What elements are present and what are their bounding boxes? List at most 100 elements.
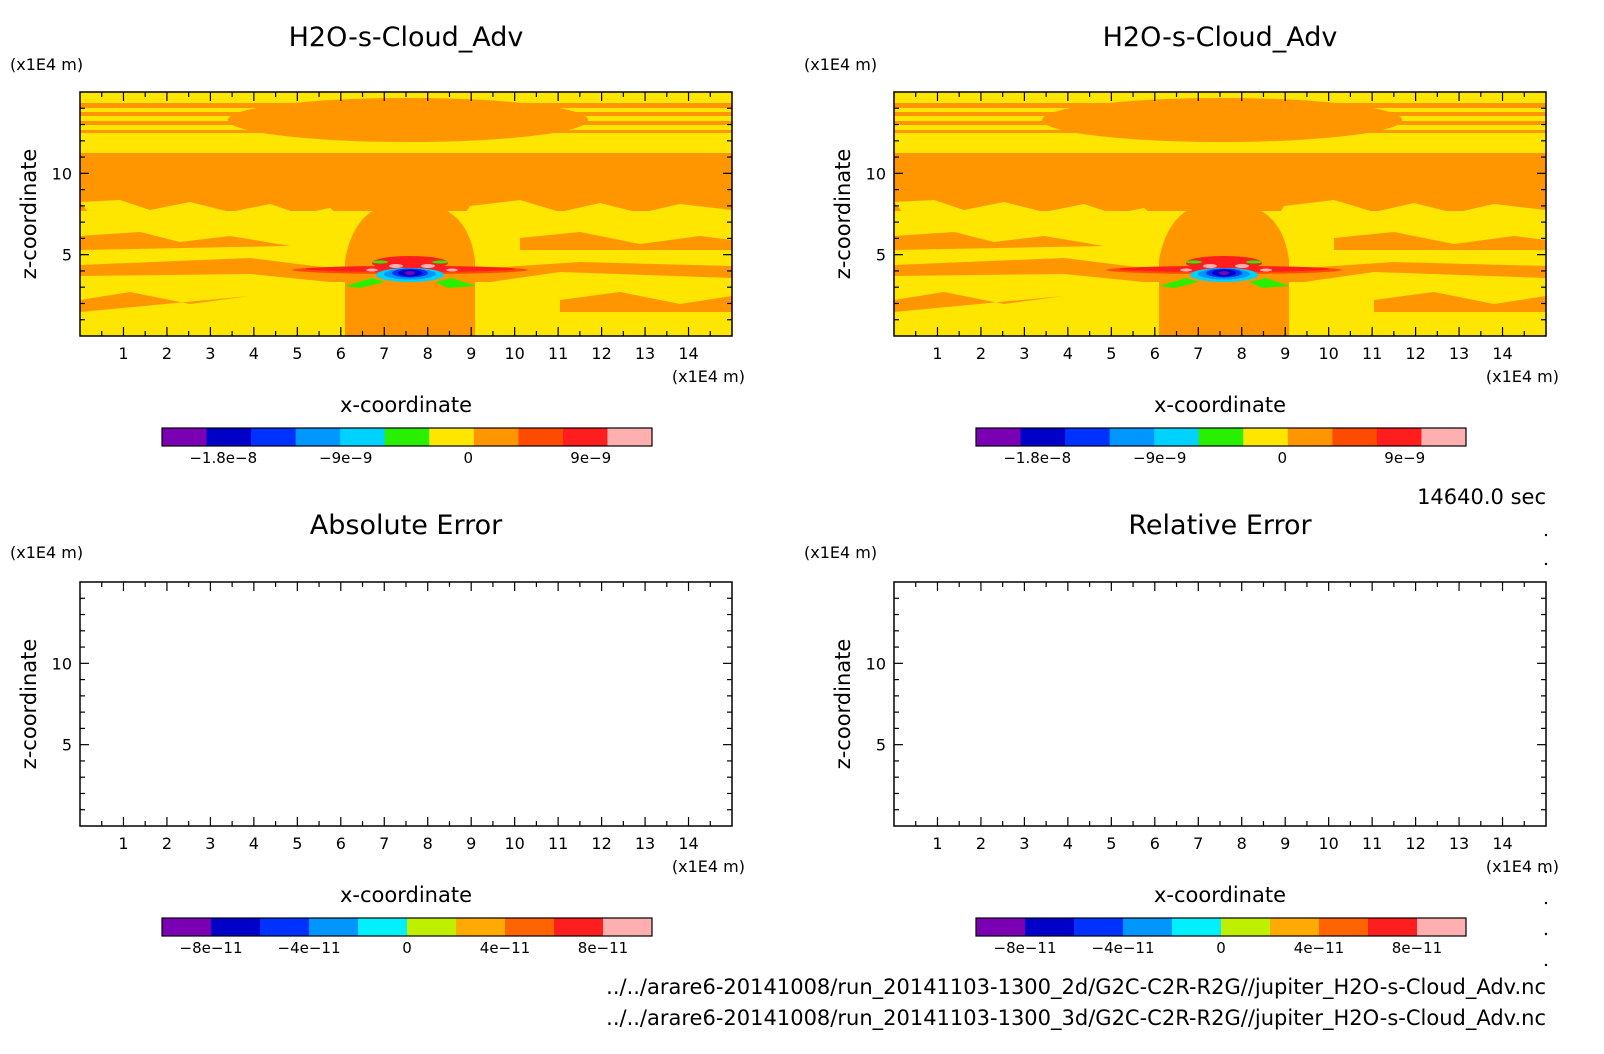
colorbar-tick-label: 0 [402, 939, 412, 957]
x-tick-label: 8 [1237, 834, 1247, 853]
y-axis-label: z-coordinate [17, 149, 41, 280]
y-axis-label: z-coordinate [831, 149, 855, 280]
colorbar-swatch [607, 428, 653, 446]
x-tick-label: 6 [336, 344, 346, 363]
x-axis-label: x-coordinate [340, 393, 472, 417]
x-axis-label: x-coordinate [1154, 883, 1286, 907]
x-unit-label: (x1E4 m) [1486, 367, 1559, 386]
colorbar-swatch [162, 918, 212, 936]
colorbar-tick-label: 9e−9 [1384, 449, 1425, 467]
x-tick-label: 9 [1280, 344, 1290, 363]
x-tick-label: 8 [423, 834, 433, 853]
x-tick-label: 8 [1237, 344, 1247, 363]
colorbar-swatch [1221, 918, 1271, 936]
y-tick-label: 5 [62, 246, 72, 265]
colorbar-tick-label: 8e−11 [578, 939, 628, 957]
panel-h2o-right: H2O-s-Cloud_Adv (x1E4 m) [804, 22, 1559, 467]
x-tick-label: 14 [1492, 344, 1512, 363]
colorbar-swatch [295, 428, 341, 446]
colorbar-tick-label: −4e−11 [278, 939, 341, 957]
colorbar-swatch [1154, 428, 1200, 446]
colorbar-frame [975, 427, 1467, 447]
x-tick-label: 13 [1449, 344, 1469, 363]
colorbar-swatch [1065, 428, 1111, 446]
x-tick-label: 10 [1318, 344, 1338, 363]
colorbar-swatch [358, 918, 408, 936]
colorbar-swatch [554, 918, 604, 936]
x-tick-label: 3 [1019, 834, 1029, 853]
panel-title: H2O-s-Cloud_Adv [289, 22, 524, 53]
colorbar-swatch [1332, 428, 1378, 446]
colorbar-swatch [1123, 918, 1173, 936]
x-tick-label: 13 [635, 834, 655, 853]
panel-absolute-error: Absolute Error (x1E4 m) 1 2 3 4 5 6 7 8 9 10 11 12 1… [10, 510, 745, 957]
x-tick-label: 1 [932, 834, 942, 853]
colorbar-swatch [1270, 918, 1320, 936]
colorbar-tick-label: 9e−9 [570, 449, 611, 467]
x-tick-label: 6 [1150, 344, 1160, 363]
x-tick-label: 13 [635, 344, 655, 363]
y-tick-label: 5 [876, 246, 886, 265]
colorbar-swatch [251, 428, 297, 446]
x-tick-label: 12 [1405, 344, 1425, 363]
x-tick-label: 5 [1106, 834, 1116, 853]
x-tick-label: 1 [118, 834, 128, 853]
y-tick-label: 5 [876, 736, 886, 755]
panel-title: Relative Error [1128, 510, 1312, 541]
x-tick-label: 2 [976, 834, 986, 853]
colorbar-tick-label: 0 [1277, 449, 1287, 467]
colorbar-swatch [1025, 918, 1075, 936]
margin-dots [1544, 533, 1548, 967]
x-tick-label: 6 [1150, 834, 1160, 853]
panel-title: Absolute Error [310, 510, 503, 541]
x-tick-label: 4 [1063, 834, 1073, 853]
colorbar-swatch [429, 428, 475, 446]
x-axis-label: x-coordinate [1154, 393, 1286, 417]
x-tick-label: 7 [1193, 344, 1203, 363]
x-tick-label: 1 [118, 344, 128, 363]
colorbar-tick-label: 4e−11 [1294, 939, 1344, 957]
colorbar-tick-label: −8e−11 [180, 939, 243, 957]
field-plot [80, 92, 732, 336]
field-contours [80, 92, 732, 336]
colorbar-swatch [1198, 428, 1244, 446]
colorbar: −8e−11 −4e−11 0 4e−11 8e−11 [975, 917, 1467, 957]
y-tick-label: 10 [52, 164, 72, 183]
colorbar-tick-label: 4e−11 [480, 939, 530, 957]
x-tick-label: 12 [1405, 834, 1425, 853]
x-tick-label: 11 [548, 344, 568, 363]
y-tick-label: 5 [62, 736, 72, 755]
colorbar-swatch [505, 918, 555, 936]
x-axis-label: x-coordinate [340, 883, 472, 907]
colorbar-swatch [1368, 918, 1418, 936]
colorbar-tick-label: 8e−11 [1392, 939, 1442, 957]
x-tick-label: 7 [379, 344, 389, 363]
y-unit-label: (x1E4 m) [804, 55, 877, 74]
y-axis-label: z-coordinate [831, 639, 855, 770]
colorbar: −1.8e−8 −9e−9 0 9e−9 [161, 427, 653, 467]
x-tick-label: 9 [466, 344, 476, 363]
colorbar-swatch [309, 918, 359, 936]
panel-h2o-left: H2O-s-Cloud_Adv (x1E4 m) [10, 22, 745, 467]
colorbar-swatch [206, 428, 252, 446]
x-tick-label: 2 [162, 834, 172, 853]
x-tick-label: 1 [932, 344, 942, 363]
colorbar-swatch [1287, 428, 1333, 446]
time-label: 14640.0 sec [1417, 485, 1546, 509]
y-tick-label: 10 [52, 654, 72, 673]
x-tick-label: 5 [292, 834, 302, 853]
colorbar-swatch [1172, 918, 1222, 936]
colorbar-swatch [518, 428, 564, 446]
colorbar-tick-label: −9e−9 [1133, 449, 1186, 467]
y-tick-label: 10 [866, 164, 886, 183]
colorbar-tick-label: −1.8e−8 [1003, 449, 1071, 467]
colorbar: −8e−11 −4e−11 0 4e−11 8e−11 [161, 917, 653, 957]
x-tick-label: 14 [678, 834, 698, 853]
x-unit-label: (x1E4 m) [1486, 857, 1559, 876]
x-tick-label: 7 [379, 834, 389, 853]
x-unit-label: (x1E4 m) [672, 857, 745, 876]
field-plot [894, 92, 1546, 336]
